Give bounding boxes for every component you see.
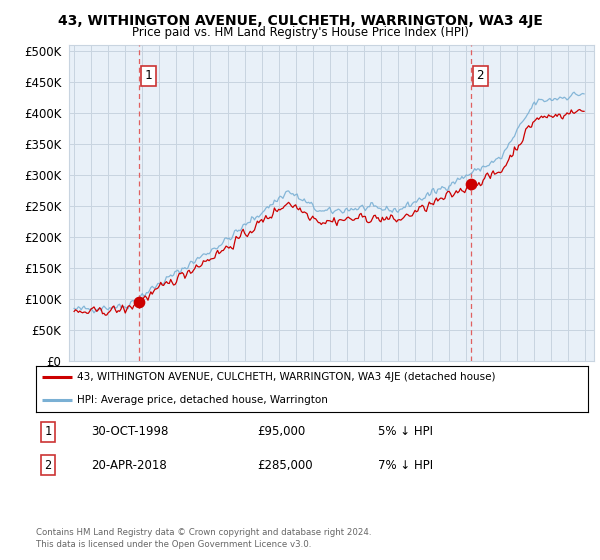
Text: 2: 2 (44, 459, 52, 472)
Text: 43, WITHINGTON AVENUE, CULCHETH, WARRINGTON, WA3 4JE (detached house): 43, WITHINGTON AVENUE, CULCHETH, WARRING… (77, 372, 496, 382)
Text: Contains HM Land Registry data © Crown copyright and database right 2024.: Contains HM Land Registry data © Crown c… (36, 528, 371, 536)
Text: £285,000: £285,000 (257, 459, 313, 472)
Text: 5% ↓ HPI: 5% ↓ HPI (378, 425, 433, 438)
Text: 7% ↓ HPI: 7% ↓ HPI (378, 459, 433, 472)
Point (466, 180, 476, 189)
Point (134, 298, 144, 307)
Text: 2: 2 (476, 69, 484, 82)
Text: 1: 1 (145, 69, 152, 82)
Text: This data is licensed under the Open Government Licence v3.0.: This data is licensed under the Open Gov… (36, 540, 311, 549)
Text: Price paid vs. HM Land Registry's House Price Index (HPI): Price paid vs. HM Land Registry's House … (131, 26, 469, 39)
Text: HPI: Average price, detached house, Warrington: HPI: Average price, detached house, Warr… (77, 395, 328, 405)
Text: 1: 1 (44, 425, 52, 438)
Text: 43, WITHINGTON AVENUE, CULCHETH, WARRINGTON, WA3 4JE: 43, WITHINGTON AVENUE, CULCHETH, WARRING… (58, 14, 542, 28)
Text: £95,000: £95,000 (257, 425, 305, 438)
Text: 30-OCT-1998: 30-OCT-1998 (91, 425, 169, 438)
Text: 20-APR-2018: 20-APR-2018 (91, 459, 167, 472)
